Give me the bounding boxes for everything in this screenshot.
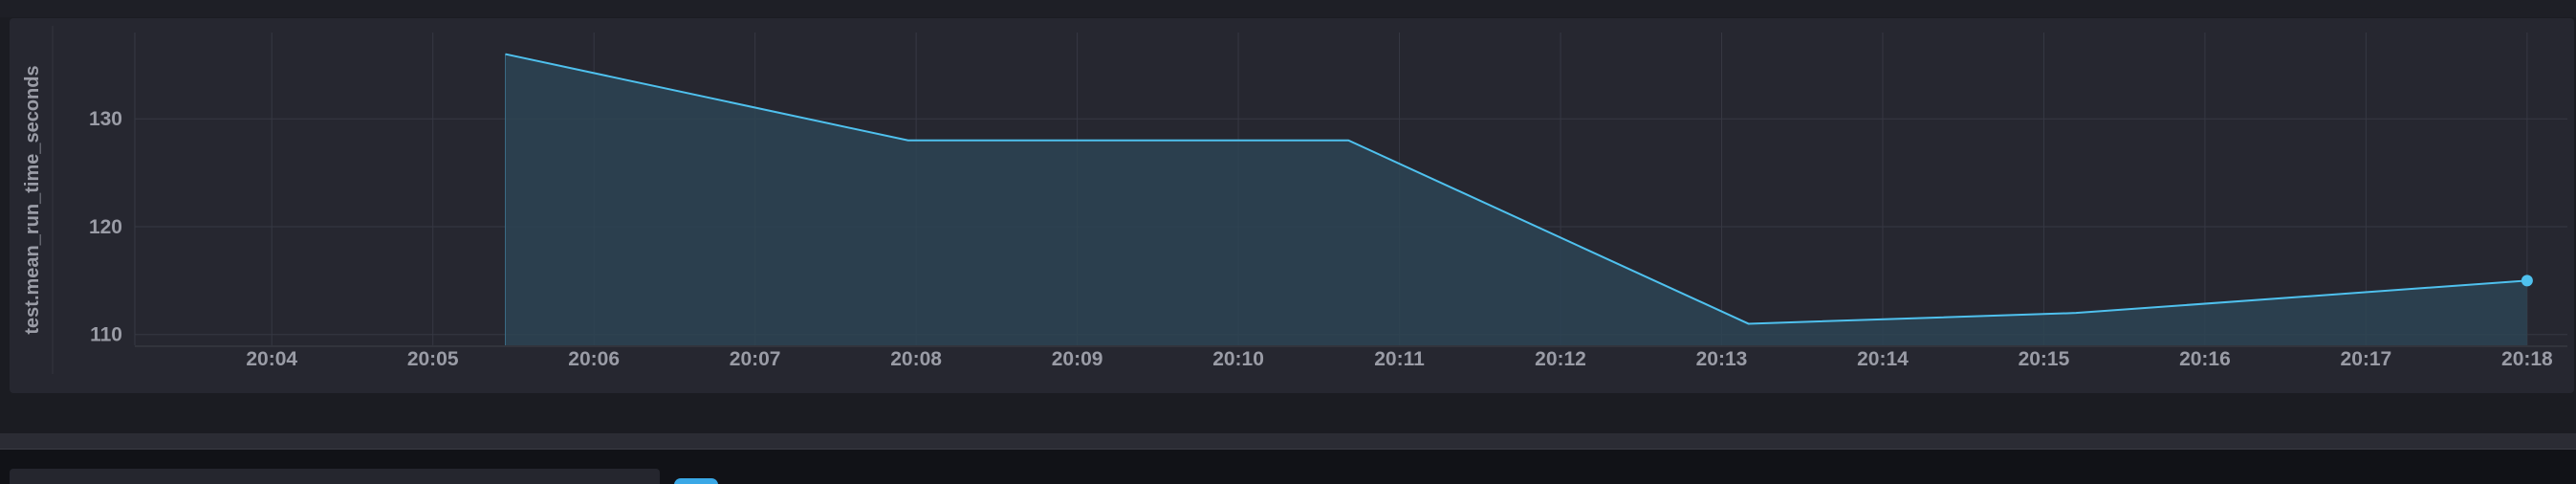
series-area bbox=[505, 54, 2527, 345]
x-tick-label: 20:16 bbox=[2179, 348, 2231, 370]
next-panel-header[interactable] bbox=[10, 469, 660, 484]
panel-divider[interactable] bbox=[0, 433, 2576, 450]
next-panel-tab[interactable] bbox=[674, 478, 718, 484]
area-fill-layer bbox=[504, 54, 2527, 345]
y-tick-label: 130 bbox=[89, 108, 122, 130]
series-line-layer[interactable] bbox=[505, 53, 2527, 325]
x-tick-label: 20:09 bbox=[1052, 348, 1103, 370]
x-tick-label: 20:11 bbox=[1374, 348, 1425, 370]
series-line bbox=[505, 53, 2527, 325]
x-tick-label: 20:08 bbox=[890, 348, 942, 370]
x-tick-label: 20:12 bbox=[1535, 348, 1586, 370]
x-tick-label: 20:17 bbox=[2341, 348, 2392, 370]
x-tick-label: 20:07 bbox=[730, 348, 781, 370]
x-tick-label: 20:06 bbox=[568, 348, 620, 370]
last-data-point bbox=[2521, 275, 2533, 287]
top-strip bbox=[0, 0, 2576, 17]
time-series-chart[interactable]: 110 120 130 20:04 20:05 20:06 20:07 20:08 20:09… bbox=[10, 18, 2574, 393]
y-axis-title: test.mean_run_time_seconds bbox=[22, 65, 43, 334]
y-tick-labels: 110 120 130 bbox=[89, 108, 122, 346]
x-tick-labels: 20:04 20:05 20:06 20:07 20:08 20:09 20:10 20:11… bbox=[246, 348, 2553, 370]
x-tick-label: 20:04 bbox=[246, 348, 297, 370]
x-tick-label: 20:14 bbox=[1857, 348, 1909, 370]
x-tick-label: 20:05 bbox=[407, 348, 459, 370]
x-tick-label: 20:18 bbox=[2501, 348, 2553, 370]
y-tick-label: 110 bbox=[90, 324, 122, 346]
x-tick-label: 20:13 bbox=[1696, 348, 1748, 370]
chart-panel[interactable]: 110 120 130 20:04 20:05 20:06 20:07 20:08 20:09… bbox=[10, 18, 2574, 393]
x-tick-label: 20:15 bbox=[2019, 348, 2070, 370]
x-tick-label: 20:10 bbox=[1212, 348, 1264, 370]
y-tick-label: 120 bbox=[89, 216, 122, 238]
data-point-layer[interactable] bbox=[2521, 275, 2533, 287]
